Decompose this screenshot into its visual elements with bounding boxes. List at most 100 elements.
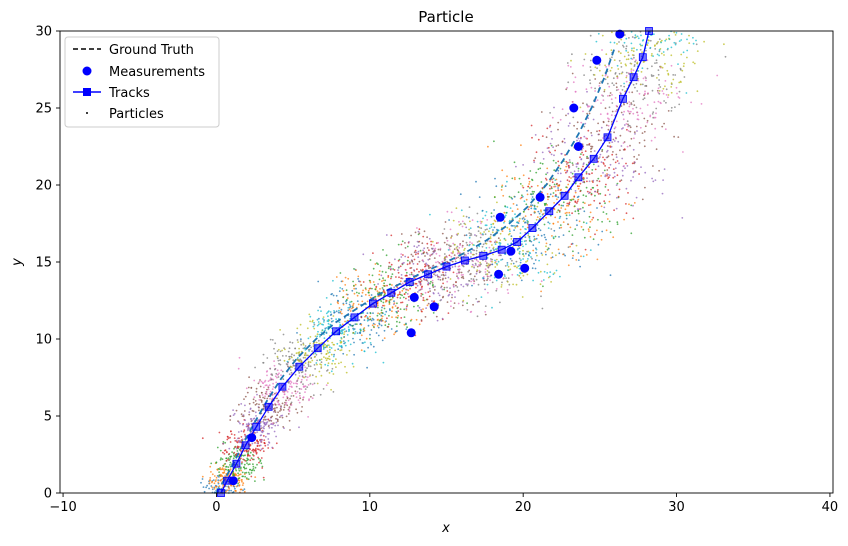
particle-dot (279, 416, 281, 418)
particle-dot (381, 287, 384, 289)
particle-dot (276, 373, 279, 376)
particle-dot (291, 353, 293, 356)
particle-dot (324, 327, 327, 330)
particle-dot (531, 190, 534, 193)
chart-title: Particle (418, 8, 473, 26)
particle-dot (538, 259, 540, 262)
particle-dot (309, 342, 311, 345)
particle-dot (297, 359, 299, 361)
particle-dot (606, 218, 609, 220)
particle-dot (330, 317, 333, 320)
particle-dot (260, 441, 262, 443)
particle-dot (598, 129, 601, 132)
particle-dot (407, 256, 410, 259)
particle-dot (543, 202, 546, 205)
particle-dot (316, 318, 319, 321)
particle-dot (571, 162, 574, 165)
particle-dot (522, 249, 524, 252)
particle-dot (369, 296, 372, 299)
track-marker (424, 270, 433, 279)
x-tick-label: −10 (49, 500, 76, 515)
particle-dot (531, 179, 534, 182)
particle-dot (478, 226, 481, 229)
particle-dot (542, 218, 545, 220)
particle-dot (601, 74, 604, 77)
particle-dot (247, 471, 250, 474)
particle-dot (406, 263, 409, 266)
particle-dot (309, 382, 312, 385)
particle-dot (460, 283, 463, 286)
particle-dot (509, 219, 511, 222)
particle-dot (313, 364, 316, 366)
particle-dot (667, 72, 670, 75)
particle-dot (495, 288, 498, 290)
particle-dot (681, 69, 684, 72)
particle-dot (452, 251, 454, 254)
particle-dot (641, 132, 644, 135)
particle-dot (513, 176, 516, 179)
particle-dot (594, 87, 596, 90)
particle-dot (396, 311, 398, 314)
particle-dot (485, 242, 488, 245)
particle-dot (374, 298, 377, 300)
particle-dot (637, 78, 639, 80)
particle-dot (515, 260, 518, 263)
particle-dot (245, 477, 248, 479)
particle-dot (436, 265, 439, 268)
particle-dot (527, 208, 530, 211)
particle-dot (229, 464, 231, 466)
particle-dot (258, 409, 260, 412)
particle-dot (339, 287, 342, 289)
particle-dot (528, 238, 531, 240)
particle-dot (577, 212, 580, 215)
particle-dot (328, 358, 331, 361)
particle-dot (211, 488, 214, 491)
particle-dot (442, 273, 445, 276)
particle-dot (520, 240, 523, 243)
particle-dot (267, 447, 270, 449)
particle-dot (284, 348, 286, 351)
particle-dot (492, 229, 494, 231)
particle-dot (247, 463, 250, 466)
particle-dot (368, 307, 371, 310)
particle-dot (377, 283, 379, 285)
particle-dot (537, 271, 540, 274)
particle-dot (487, 291, 489, 294)
particle-dot (359, 329, 362, 332)
particle-dot (382, 298, 385, 301)
particle-dot (221, 475, 224, 478)
particle-dot (282, 409, 285, 411)
particle-dot (625, 76, 628, 79)
particle-dot (630, 232, 633, 235)
particle-dot (431, 240, 434, 243)
particle-dot (649, 115, 652, 118)
particle-dot (532, 192, 535, 195)
particle-dot (695, 43, 698, 46)
particle-dot (200, 481, 202, 484)
particle-dot (596, 229, 598, 232)
particle-dot (461, 244, 464, 247)
particle-dot (417, 305, 419, 307)
particle-dot (595, 40, 598, 43)
particle-dot (549, 271, 552, 273)
particle-dot (589, 66, 592, 68)
particle-dot (657, 73, 660, 76)
particle-dot (582, 163, 585, 166)
particle-dot (564, 169, 566, 172)
particle-dot (296, 339, 299, 341)
particle-dot (530, 124, 533, 127)
particle-dot (550, 228, 553, 230)
particle-dot (511, 259, 513, 262)
particle-dot (662, 179, 664, 182)
particle-dot (525, 198, 528, 201)
particle-dot (276, 414, 279, 417)
particle-dot (339, 349, 342, 352)
particle-dot (307, 416, 309, 418)
particle-dot (617, 88, 620, 91)
particle-dot (326, 344, 329, 347)
particle-dot (361, 291, 364, 294)
particle-dot (319, 363, 321, 365)
particle-dot (235, 485, 238, 488)
particle-dot (416, 246, 418, 249)
particle-dot (387, 323, 390, 326)
